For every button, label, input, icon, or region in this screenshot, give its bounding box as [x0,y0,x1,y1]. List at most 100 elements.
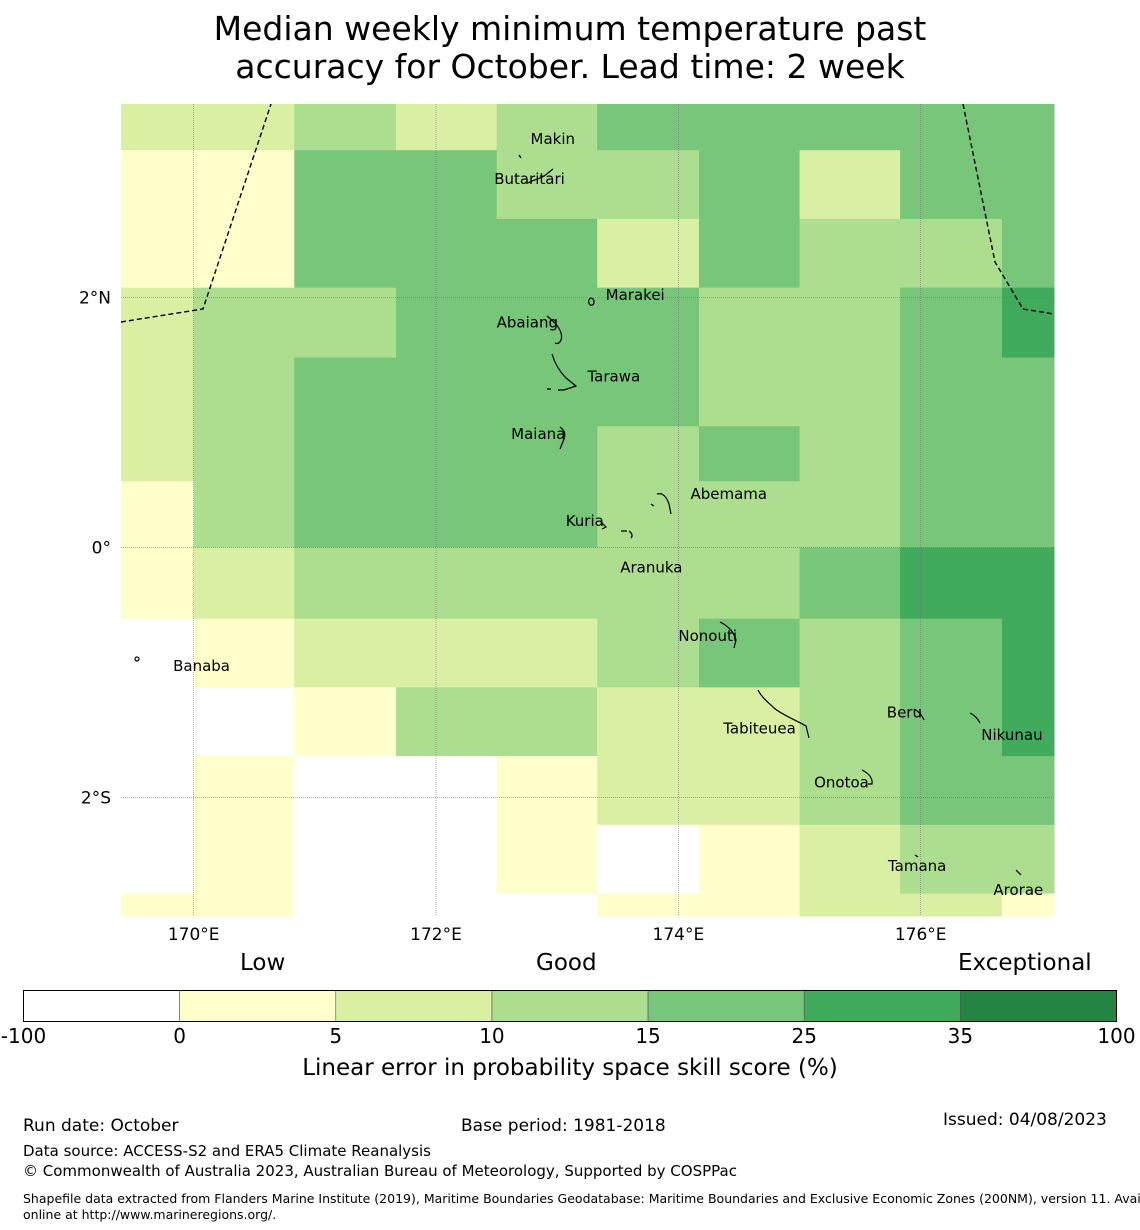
eez-boundary-east [962,103,1055,315]
colorbar-frame [23,990,1117,1022]
skill-cell [121,426,195,482]
skill-cell [193,547,295,620]
skill-cell [799,756,901,826]
island-banaba [134,656,140,662]
skill-cell [294,426,397,482]
island-nikunau [969,712,981,724]
skill-cell [496,481,598,548]
title-line-1: Median weekly minimum temperature past [213,9,927,48]
skill-cell [799,824,901,895]
skill-cell [900,687,1003,757]
skill-cell [121,104,195,151]
colorbar-tick-label: -100 [0,1024,47,1048]
skill-cell [496,150,598,220]
skill-cell [1001,357,1055,427]
lat-tick-label: 2°N [79,289,111,309]
skill-cell [900,150,1003,220]
skill-cell [396,824,498,895]
skill-cell [698,893,801,917]
place-label: Makin [531,130,576,148]
map-axes: 170°E 172°E 174°E 176°E 2°N 0° 2°S [79,289,947,945]
skill-cell [396,104,498,151]
skill-cell [294,618,397,688]
island-outlines [134,154,1022,876]
skill-cell [799,150,901,220]
title-line-2: accuracy for October. Lead time: 2 week [235,47,905,86]
skill-cell [698,218,801,289]
issued-date: Issued: 04/08/2023 [943,1110,1107,1130]
skill-cell [799,218,901,289]
place-label: Kuria [566,512,604,530]
skill-cell [900,287,1003,359]
skill-cell [698,287,801,359]
skill-cell [900,218,1003,289]
skill-cell [1001,824,1055,895]
skill-cell [193,150,295,220]
colorbar-tick-label: 25 [791,1024,817,1048]
skill-cell [193,104,295,151]
skill-cell [496,357,598,427]
place-label: Tarawa [587,367,641,385]
skill-cell [193,618,295,688]
island-abaiang [546,315,563,345]
island-abemama [650,493,672,515]
skill-cell [396,150,498,220]
skill-cell [396,218,498,289]
skill-cell [799,687,901,757]
place-label: Nonouti [678,627,737,645]
skill-cell [193,824,295,895]
skill-cell [294,687,397,757]
skill-cell [799,547,901,620]
skill-cell [597,756,700,826]
island-kuria [599,520,608,530]
skill-cell [799,618,901,688]
skill-cell [121,481,195,548]
skill-cell [294,547,397,620]
place-label: Beru [887,703,922,721]
skill-cell [597,150,700,220]
skill-cell [799,426,901,482]
island-maiana [559,426,566,450]
skill-cell [1001,547,1055,620]
place-label: Nikunau [981,726,1042,744]
data-source: Data source: ACCESS-S2 and ERA5 Climate … [23,1142,431,1160]
eez-boundary [120,103,1055,323]
skill-cell [121,547,195,620]
base-period: Base period: 1981-2018 [461,1116,666,1136]
skill-cell [396,687,498,757]
lon-tick-label: 172°E [410,925,462,945]
skill-cell [698,481,801,548]
skill-cell [597,824,700,895]
lat-tick-label: 0° [92,538,111,558]
skill-cell [900,756,1003,826]
skill-cell [900,357,1003,427]
skill-cell [121,287,195,359]
skill-cell [799,287,901,359]
skill-cell [121,150,195,220]
skill-cell [496,756,598,826]
skill-cell [799,893,901,917]
skill-cell [193,481,295,548]
skill-cell [396,287,498,359]
colorbar-bin [335,990,493,1022]
skill-cell [900,481,1003,548]
place-label: Marakei [606,286,665,304]
map-title: Median weekly minimum temperature past a… [0,10,1140,86]
place-label: Abemama [690,485,767,503]
colorbar-tick-label: 0 [173,1024,187,1048]
skill-cell [698,104,801,151]
island-marakei [588,297,595,306]
skill-cell [496,547,598,620]
place-label: Onotoa [814,773,869,791]
skill-grid [121,104,1055,917]
shapefile-credit-line-1: Shapefile data extracted from Flanders M… [23,1191,1140,1206]
skill-cell [1001,618,1055,688]
skill-cell [496,426,598,482]
place-label: Maiana [511,425,565,443]
skill-cell [396,357,498,427]
colorbar-bin [647,990,805,1022]
skill-cell [900,104,1003,151]
skill-cell [1001,426,1055,482]
skill-cell [900,893,1003,917]
skill-cell [597,893,700,917]
